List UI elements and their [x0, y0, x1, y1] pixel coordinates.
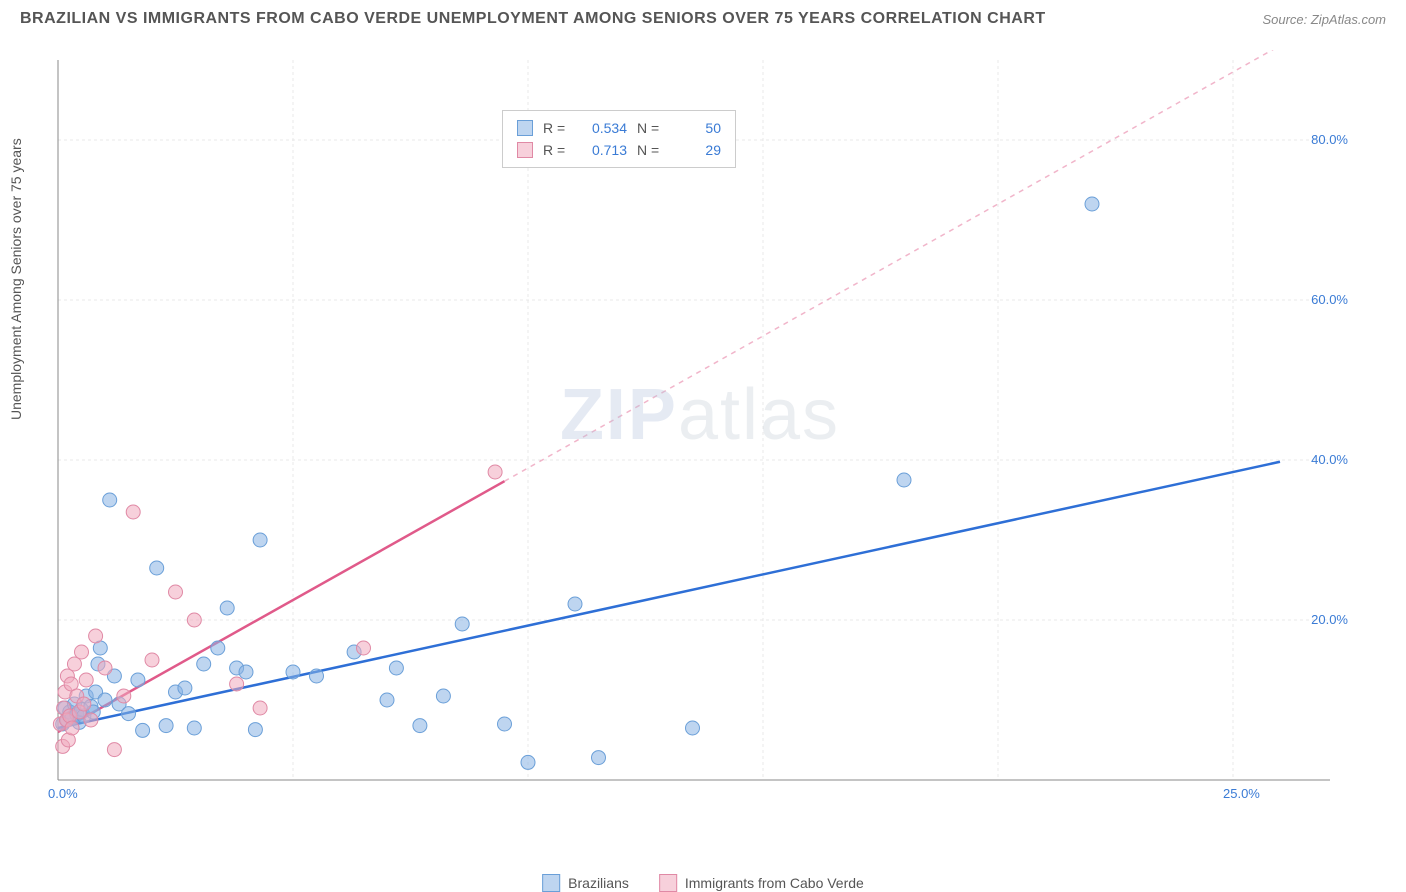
- legend-swatch-pink: [659, 874, 677, 892]
- y-axis-label: Unemployment Among Seniors over 75 years: [8, 138, 24, 420]
- legend: Brazilians Immigrants from Cabo Verde: [542, 874, 864, 892]
- chart-title: BRAZILIAN VS IMMIGRANTS FROM CABO VERDE …: [20, 10, 1046, 28]
- stats-row: R = 0.534 N = 50: [517, 117, 721, 139]
- stat-n-value: 29: [671, 142, 721, 158]
- stat-r-value: 0.534: [577, 120, 627, 136]
- y-tick-label: 20.0%: [1311, 612, 1348, 627]
- stats-swatch-pink: [517, 142, 533, 158]
- x-tick-label: 0.0%: [48, 786, 78, 801]
- y-tick-label: 80.0%: [1311, 132, 1348, 147]
- header: BRAZILIAN VS IMMIGRANTS FROM CABO VERDE …: [0, 0, 1406, 28]
- stat-r-value: 0.713: [577, 142, 627, 158]
- legend-item: Immigrants from Cabo Verde: [659, 874, 864, 892]
- x-tick-label: 25.0%: [1223, 786, 1260, 801]
- stat-label: R =: [543, 120, 567, 136]
- y-tick-label: 60.0%: [1311, 292, 1348, 307]
- stats-row: R = 0.713 N = 29: [517, 139, 721, 161]
- legend-label: Immigrants from Cabo Verde: [685, 875, 864, 891]
- stats-swatch-blue: [517, 120, 533, 136]
- stat-label: N =: [637, 142, 661, 158]
- legend-swatch-blue: [542, 874, 560, 892]
- stat-label: R =: [543, 142, 567, 158]
- legend-label: Brazilians: [568, 875, 629, 891]
- source-label: Source: ZipAtlas.com: [1262, 12, 1386, 27]
- legend-item: Brazilians: [542, 874, 629, 892]
- stat-n-value: 50: [671, 120, 721, 136]
- stat-label: N =: [637, 120, 661, 136]
- stats-box: R = 0.534 N = 50 R = 0.713 N = 29: [502, 110, 736, 168]
- y-tick-label: 40.0%: [1311, 452, 1348, 467]
- chart-area: ZIPatlas R = 0.534 N = 50 R = 0.713 N = …: [50, 50, 1350, 810]
